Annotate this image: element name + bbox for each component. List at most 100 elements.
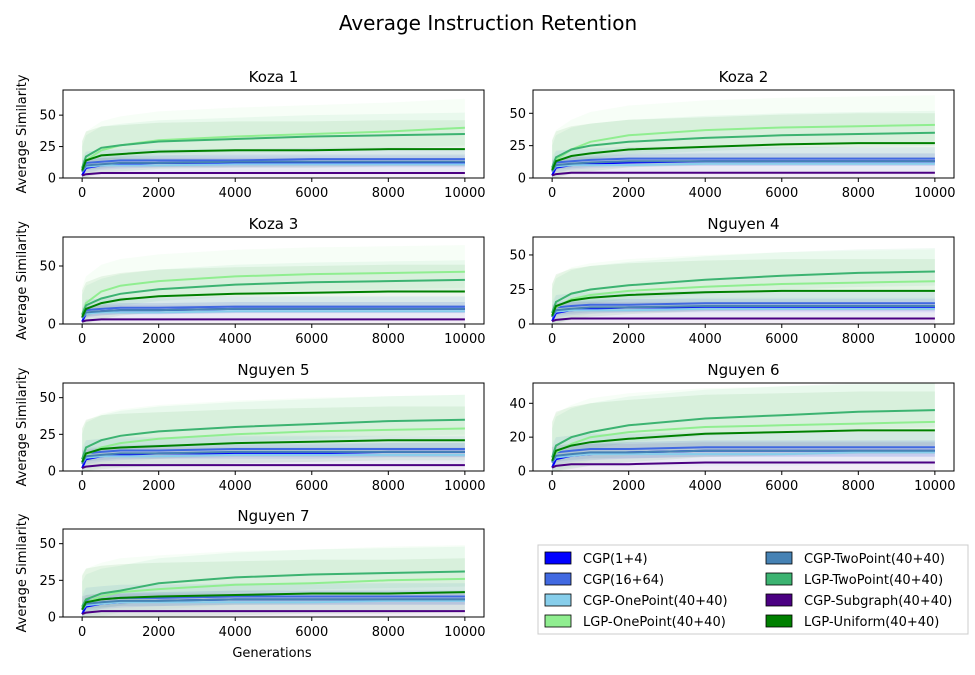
x-tick-label: 10000	[444, 479, 485, 494]
x-tick-label: 8000	[372, 332, 405, 347]
series-line	[81, 160, 465, 173]
y-tick-label: 0	[48, 318, 56, 333]
x-tick-label: 4000	[689, 332, 722, 347]
subplot: 0 2000 4000 6000 8000 10000 0 25 50 Nguyen 4	[509, 215, 955, 347]
x-tick-label: 10000	[914, 332, 955, 347]
legend-swatch	[765, 572, 793, 586]
x-tick-label: 10000	[914, 479, 955, 494]
legend-item: CGP(16+64)	[544, 572, 664, 588]
series-line	[551, 160, 935, 173]
y-tick-label: 25	[509, 283, 526, 298]
figure-title: Average Instruction Retention	[339, 11, 637, 35]
x-tick-label: 6000	[765, 479, 798, 494]
legend-swatch	[544, 593, 572, 607]
x-tick-label: 4000	[219, 479, 252, 494]
series-band	[82, 245, 465, 324]
y-tick-label: 50	[39, 260, 56, 275]
plot-frame	[532, 236, 955, 325]
series-line	[551, 302, 935, 318]
plot-frame	[62, 382, 485, 472]
series-band	[82, 296, 465, 324]
y-tick-label: 40	[509, 397, 526, 412]
legend-label: CGP-OnePoint(40+40)	[583, 594, 728, 609]
legend-swatch	[765, 551, 793, 565]
legend-item: LGP-Uniform(40+40)	[765, 614, 939, 630]
legend-label: CGP-TwoPoint(40+40)	[804, 552, 945, 567]
series-line	[551, 162, 935, 173]
x-tick-label: 6000	[295, 186, 328, 201]
series-line	[551, 317, 935, 323]
x-tick-label: 8000	[842, 186, 875, 201]
series-band	[82, 260, 465, 324]
series-line	[551, 409, 935, 458]
subplot-title: Nguyen 7	[237, 507, 309, 525]
x-tick-label: 4000	[219, 332, 252, 347]
plot-frame	[532, 382, 955, 472]
x-tick-label: 4000	[219, 186, 252, 201]
y-tick-label: 0	[48, 611, 56, 626]
subplot-title: Nguyen 4	[707, 215, 779, 233]
series-line	[81, 172, 465, 177]
legend-item: CGP-Subgraph(40+40)	[765, 593, 952, 609]
series-line	[81, 290, 465, 318]
series-line	[81, 307, 465, 319]
series-band	[552, 146, 935, 178]
x-tick-label: 2000	[142, 625, 175, 640]
series-line	[551, 157, 935, 172]
y-tick-label: 25	[39, 428, 56, 443]
series-line	[81, 158, 465, 173]
x-tick-label: 2000	[612, 332, 645, 347]
x-tick-label: 8000	[372, 186, 405, 201]
series-line	[551, 171, 935, 177]
legend-frame	[537, 544, 969, 635]
series-line	[81, 599, 465, 611]
x-tick-label: 0	[78, 332, 86, 347]
series-line	[81, 598, 465, 611]
series-line	[551, 289, 935, 317]
y-tick-label: 0	[518, 465, 526, 480]
legend-item: CGP-OnePoint(40+40)	[544, 593, 728, 609]
subplot: 0 2000 4000 6000 8000 10000 0 50 Koza 3 Average S…	[15, 215, 486, 347]
x-axis-label: Generations	[232, 646, 312, 661]
plot-frame	[62, 528, 485, 618]
series-band	[552, 110, 935, 178]
x-tick-label: 2000	[612, 479, 645, 494]
series-line	[81, 418, 465, 460]
series-line	[81, 163, 465, 173]
plot-frame	[62, 236, 485, 325]
y-tick-label: 0	[48, 172, 56, 187]
subplot-title: Nguyen 5	[237, 361, 309, 379]
x-tick-label: 10000	[444, 625, 485, 640]
series-line	[81, 270, 465, 316]
x-tick-label: 10000	[444, 332, 485, 347]
x-tick-label: 8000	[372, 479, 405, 494]
series-line	[551, 461, 935, 469]
x-tick-label: 2000	[142, 186, 175, 201]
subplot-title: Koza 1	[249, 68, 299, 86]
series-line	[551, 451, 935, 464]
x-tick-label: 6000	[295, 332, 328, 347]
x-tick-label: 10000	[914, 186, 955, 201]
legend-label: CGP-Subgraph(40+40)	[804, 594, 952, 609]
series-line	[551, 270, 935, 314]
y-tick-label: 0	[48, 465, 56, 480]
x-tick-label: 0	[548, 186, 556, 201]
y-axis-label: Average Similarity	[15, 367, 30, 486]
series-line	[551, 305, 935, 318]
x-tick-label: 8000	[842, 479, 875, 494]
x-tick-label: 8000	[842, 332, 875, 347]
subplot: 0 2000 4000 6000 8000 10000 0 25 50 Koza 1 Average…	[15, 68, 486, 201]
legend: CGP(1+4) CGP-TwoPoint(40+40) CGP(16+64) LGP…	[537, 544, 969, 635]
series-line	[551, 131, 935, 168]
y-tick-label: 50	[509, 107, 526, 122]
legend-label: CGP(16+64)	[583, 573, 664, 588]
y-tick-label: 50	[39, 109, 56, 124]
y-tick-label: 25	[509, 139, 526, 154]
series-line	[81, 305, 465, 319]
series-band	[82, 546, 465, 617]
series-line	[551, 446, 935, 463]
x-tick-label: 2000	[142, 332, 175, 347]
y-tick-label: 0	[518, 318, 526, 333]
series-line	[81, 450, 465, 465]
